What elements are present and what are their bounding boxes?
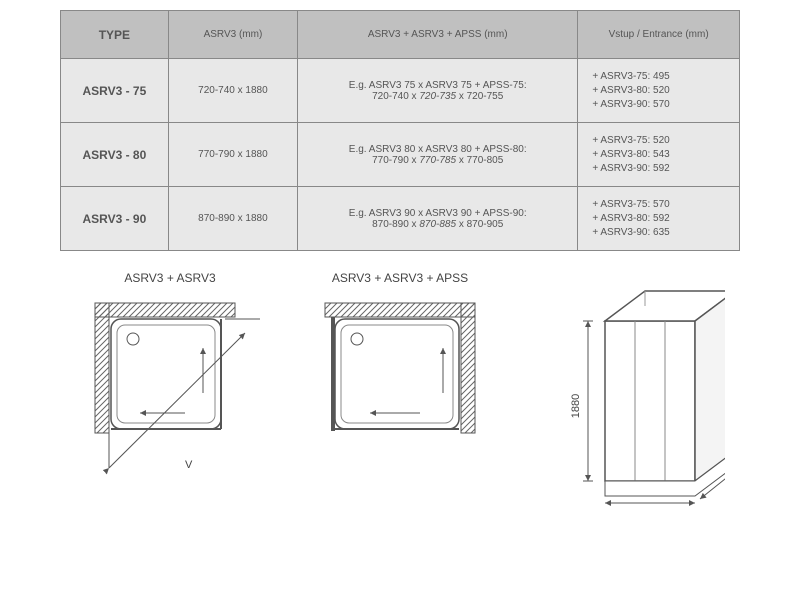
entrance-line: + ASRV3-75: 520 <box>592 135 669 146</box>
entrance-line: + ASRV3-90: 570 <box>592 99 669 110</box>
dims-text: 770-790 x 770-785 x 770-805 <box>308 155 567 166</box>
entrance-line: + ASRV3-90: 592 <box>592 163 669 174</box>
dims-text: 720-740 x 720-735 x 720-755 <box>308 91 567 102</box>
cell-combo: E.g. ASRV3 80 x ASRV3 80 + APSS-80: 770-… <box>298 123 578 187</box>
col-entrance: Vstup / Entrance (mm) <box>578 11 740 59</box>
cell-type: ASRV3 - 80 <box>61 123 169 187</box>
dims-text: 870-890 x 870-885 x 870-905 <box>308 219 567 230</box>
cell-asrv3: 870-890 x 1880 <box>168 187 297 251</box>
entrance-line: + ASRV3-80: 592 <box>592 213 669 224</box>
entrance-line: + ASRV3-75: 570 <box>592 199 669 210</box>
diagram-right-svg: 1880 <box>535 271 725 511</box>
table-row: ASRV3 - 80 770-790 x 1880 E.g. ASRV3 80 … <box>61 123 740 187</box>
entrance-line: + ASRV3-90: 635 <box>592 227 669 238</box>
col-type: TYPE <box>61 11 169 59</box>
cell-entrance: + ASRV3-75: 570 + ASRV3-80: 592 + ASRV3-… <box>578 187 740 251</box>
cell-type: ASRV3 - 90 <box>61 187 169 251</box>
diagram-right: 1880 <box>535 271 725 511</box>
table-row: ASRV3 - 75 720-740 x 1880 E.g. ASRV3 75 … <box>61 59 740 123</box>
entrance-line: + ASRV3-80: 520 <box>592 85 669 96</box>
col-asrv3: ASRV3 (mm) <box>168 11 297 59</box>
diagram-left-label: ASRV3 + ASRV3 <box>124 271 215 285</box>
cell-type: ASRV3 - 75 <box>61 59 169 123</box>
eg-text: E.g. ASRV3 75 x ASRV3 75 + APSS-75: <box>308 80 567 91</box>
eg-text: E.g. ASRV3 90 x ASRV3 90 + APSS-90: <box>308 208 567 219</box>
v-label: V <box>185 459 193 471</box>
diagram-middle-label: ASRV3 + ASRV3 + APSS <box>332 271 468 285</box>
diagram-left: ASRV3 + ASRV3 <box>75 271 265 513</box>
entrance-line: + ASRV3-75: 495 <box>592 71 669 82</box>
eg-text: E.g. ASRV3 80 x ASRV3 80 + APSS-80: <box>308 144 567 155</box>
cell-entrance: + ASRV3-75: 495 + ASRV3-80: 520 + ASRV3-… <box>578 59 740 123</box>
cell-asrv3: 720-740 x 1880 <box>168 59 297 123</box>
cell-combo: E.g. ASRV3 90 x ASRV3 90 + APSS-90: 870-… <box>298 187 578 251</box>
entrance-line: + ASRV3-80: 543 <box>592 149 669 160</box>
table-header-row: TYPE ASRV3 (mm) ASRV3 + ASRV3 + APSS (mm… <box>61 11 740 59</box>
table-row: ASRV3 - 90 870-890 x 1880 E.g. ASRV3 90 … <box>61 187 740 251</box>
diagram-left-svg: V <box>75 293 265 513</box>
cell-entrance: + ASRV3-75: 520 + ASRV3-80: 543 + ASRV3-… <box>578 123 740 187</box>
diagram-middle: ASRV3 + ASRV3 + APSS <box>305 271 495 473</box>
cell-asrv3: 770-790 x 1880 <box>168 123 297 187</box>
height-label: 1880 <box>570 394 582 418</box>
diagrams-row: ASRV3 + ASRV3 <box>30 271 770 513</box>
col-combo: ASRV3 + ASRV3 + APSS (mm) <box>298 11 578 59</box>
cell-combo: E.g. ASRV3 75 x ASRV3 75 + APSS-75: 720-… <box>298 59 578 123</box>
diagram-middle-svg <box>305 293 495 473</box>
spec-table: TYPE ASRV3 (mm) ASRV3 + ASRV3 + APSS (mm… <box>60 10 740 251</box>
